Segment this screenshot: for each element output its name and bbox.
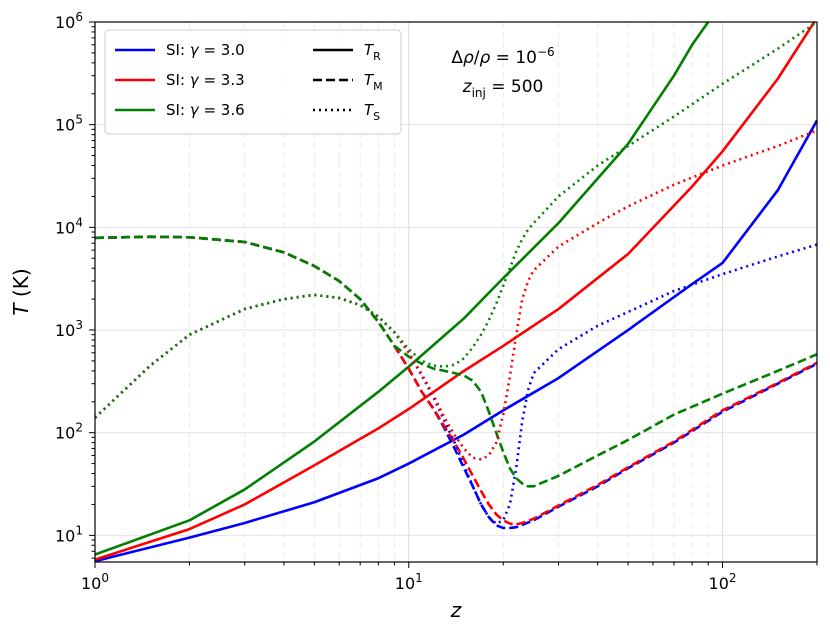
y-axis-label: T (K) bbox=[9, 268, 33, 315]
tick-labels: 100 101 102 101 102 103 104 105 106 bbox=[55, 10, 737, 593]
series-line bbox=[95, 119, 817, 562]
plot-frame bbox=[94, 21, 818, 563]
legend-box bbox=[104, 29, 402, 135]
series-line bbox=[95, 22, 710, 556]
y-tick-label: 105 bbox=[55, 113, 83, 135]
y-tick-label: 102 bbox=[55, 421, 83, 443]
annotation: Δρ/ρ = 10−6 zinj = 500 bbox=[451, 45, 554, 100]
ticks bbox=[89, 21, 818, 568]
x-tick-label: 100 bbox=[81, 571, 109, 593]
legend-label: SI: γ = 3.3 bbox=[166, 71, 245, 89]
annotation-zinj: zinj = 500 bbox=[462, 77, 544, 100]
legend-entries: SI: γ = 3.0 SI: γ = 3.3 SI: γ = 3.6 TR TM TS bbox=[115, 41, 383, 123]
legend-label: TS bbox=[364, 101, 380, 123]
legend: SI: γ = 3.0 SI: γ = 3.3 SI: γ = 3.6 TR TM TS bbox=[104, 29, 402, 135]
y-tick-label: 104 bbox=[55, 215, 83, 237]
y-tick-label: 103 bbox=[55, 318, 83, 340]
y-tick-label: 106 bbox=[55, 10, 83, 32]
series-layer bbox=[95, 22, 817, 562]
series-line bbox=[95, 22, 816, 561]
x-tick-label: 102 bbox=[709, 571, 737, 593]
legend-label: SI: γ = 3.6 bbox=[166, 101, 245, 119]
legend-label: SI: γ = 3.0 bbox=[166, 41, 245, 59]
series-line bbox=[95, 243, 817, 525]
legend-label: TM bbox=[364, 71, 383, 93]
y-tick-label: 101 bbox=[55, 523, 83, 545]
x-axis-label: z bbox=[450, 598, 462, 622]
legend-label: TR bbox=[364, 41, 381, 63]
annotation-delta: Δρ/ρ = 10−6 bbox=[451, 45, 554, 68]
x-tick-label: 101 bbox=[395, 571, 423, 593]
